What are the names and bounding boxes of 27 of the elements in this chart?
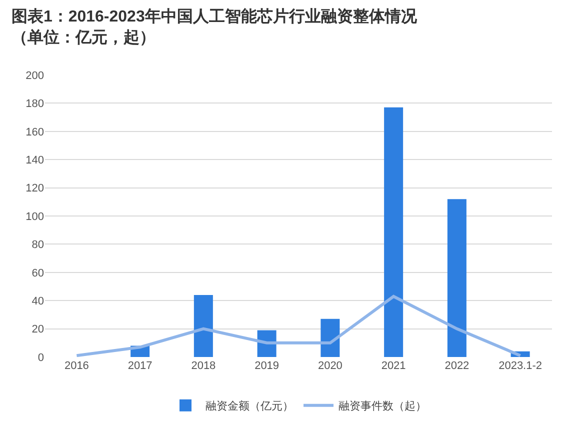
y-tick-label: 180 (26, 98, 44, 110)
y-tick-label: 80 (32, 239, 44, 252)
y-tick-label: 100 (26, 210, 44, 223)
y-tick-label: 60 (32, 267, 44, 280)
legend-label: 融资事件数（起） (338, 400, 426, 413)
bar (194, 294, 213, 357)
y-tick-label: 200 (26, 70, 44, 82)
y-tick-label: 160 (26, 126, 44, 138)
legend-label: 融资金额（亿元） (206, 400, 294, 413)
x-tick-label: 2021 (381, 360, 406, 372)
x-tick-label: 2018 (191, 360, 216, 372)
bar (320, 318, 340, 357)
chart-title: 图表1：2016-2023年中国人工智能芯片行业融资整体情况（单位：亿元，起） (11, 8, 418, 46)
x-tick-label: 2022 (444, 360, 470, 372)
y-tick-label: 20 (32, 324, 44, 336)
bar (384, 107, 404, 357)
y-tick-label: 40 (32, 295, 44, 308)
y-tick-label: 120 (26, 182, 44, 195)
x-tick-label: 2020 (318, 360, 342, 372)
x-tick-label: 2023.1-2 (498, 360, 542, 372)
y-tick-label: 0 (38, 352, 44, 364)
y-tick-label: 140 (26, 154, 44, 166)
bar (447, 199, 466, 357)
x-tick-label: 2017 (128, 360, 152, 372)
x-tick-label: 2019 (254, 360, 280, 372)
line-series (75, 294, 522, 357)
x-tick-label: 2016 (64, 360, 89, 372)
